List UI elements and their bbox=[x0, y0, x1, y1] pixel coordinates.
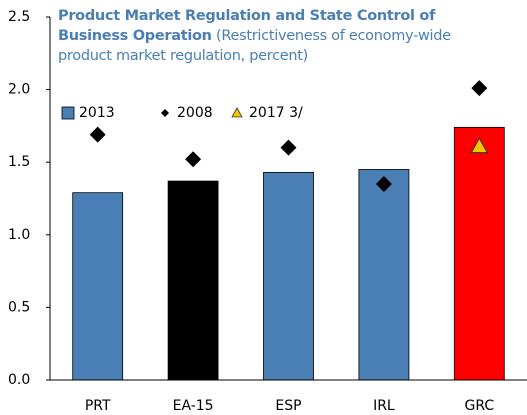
y-tick-label: 2.0 bbox=[8, 82, 30, 98]
x-tick-label: IRL bbox=[373, 398, 395, 414]
legend-swatch bbox=[231, 107, 243, 118]
bar bbox=[358, 169, 410, 381]
marker-diamond bbox=[280, 139, 297, 156]
bar bbox=[263, 171, 314, 381]
x-tick-label: GRC bbox=[464, 398, 494, 414]
y-tick-label: 0.0 bbox=[8, 372, 30, 388]
y-tick-label: 1.0 bbox=[8, 227, 30, 243]
marker-diamond bbox=[89, 126, 106, 143]
marker-diamond bbox=[471, 80, 488, 97]
marker-triangle bbox=[470, 137, 489, 154]
legend-swatch bbox=[161, 109, 169, 117]
title-box: Product Market Regulation and State Cont… bbox=[58, 6, 468, 66]
marker-diamond bbox=[185, 151, 202, 168]
legend-label: 2008 bbox=[177, 105, 213, 121]
legend-label: 2017 3/ bbox=[249, 105, 303, 121]
y-tick-label: 2.5 bbox=[8, 9, 30, 25]
bar bbox=[453, 126, 505, 381]
bar bbox=[167, 180, 219, 381]
chart-subtitle: (Restrictiveness of economy-wide product… bbox=[58, 28, 451, 64]
chart-title: Product Market Regulation and State Cont… bbox=[58, 8, 436, 44]
x-tick-label: EA-15 bbox=[173, 398, 214, 414]
legend-swatch bbox=[61, 106, 75, 120]
x-tick-label: ESP bbox=[275, 398, 301, 414]
legend-label: 2013 bbox=[79, 105, 115, 121]
y-tick-label: 1.5 bbox=[8, 154, 30, 170]
y-tick-label: 0.5 bbox=[8, 299, 30, 315]
marker-diamond bbox=[375, 175, 392, 192]
bar bbox=[72, 192, 124, 381]
x-tick-label: PRT bbox=[85, 398, 111, 414]
